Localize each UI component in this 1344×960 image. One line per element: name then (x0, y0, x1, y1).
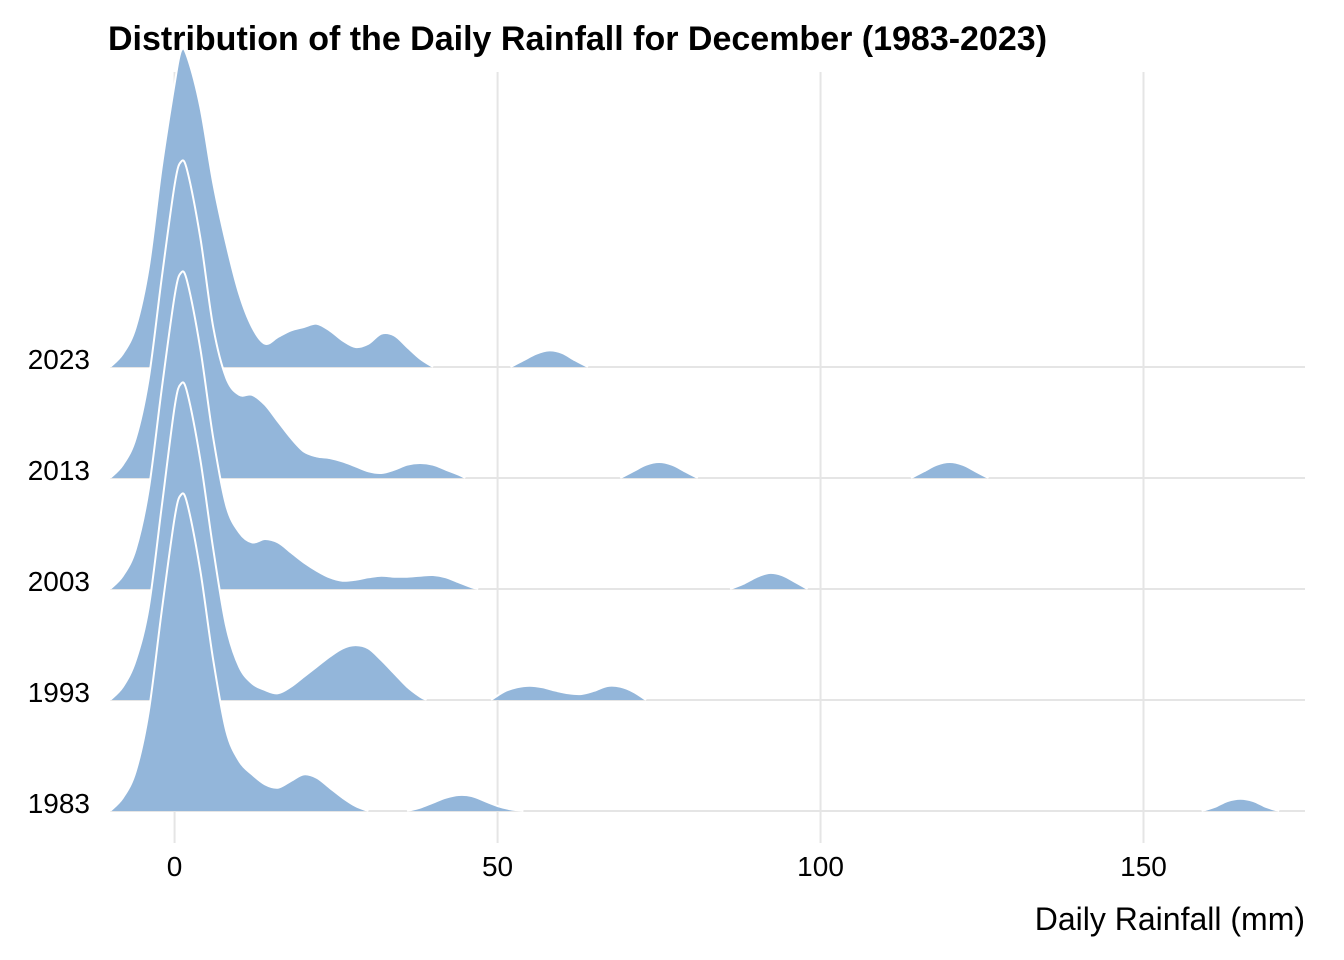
ridge-2023-area-2 (510, 350, 588, 367)
chart-title: Distribution of the Daily Rainfall for D… (108, 20, 1047, 58)
x-axis-title: Daily Rainfall (mm) (1035, 901, 1305, 937)
ridge-2013-outline-1 (109, 159, 466, 479)
ridge-2023-outline-1 (109, 47, 434, 368)
ridge-2013-outline-3 (910, 461, 989, 479)
ridge-1993-outline-2 (490, 684, 647, 701)
ridges (109, 47, 1280, 812)
ridge-2023-outline-2 (510, 349, 589, 368)
ridge-2003-outline-1 (109, 270, 479, 590)
y-tick-label-1993: 1993 (28, 677, 90, 708)
ridge-1983-area-3 (1201, 798, 1280, 811)
x-axis-labels: 0 50 100 150 (167, 851, 1167, 882)
ridge-1983-area-2 (407, 794, 524, 811)
x-tick-label-150: 150 (1120, 851, 1167, 882)
x-tick-label-0: 0 (167, 851, 183, 882)
y-tick-label-2023: 2023 (28, 344, 90, 375)
ridge-1983 (109, 492, 1280, 812)
y-axis-labels: 1983 1993 2003 2013 2023 (28, 344, 90, 819)
ridge-1983-outline-3 (1201, 797, 1280, 812)
ridge-2013-outline-2 (619, 461, 699, 479)
y-tick-label-2003: 2003 (28, 566, 90, 597)
ridge-1983-outline-2 (406, 793, 524, 812)
ridge-2003-outline-2 (729, 571, 809, 590)
ridge-1993-outline-1 (109, 381, 427, 701)
ridge-2013-area-2 (620, 462, 698, 478)
ridge-1983-outline-1 (109, 492, 369, 812)
x-tick-label-100: 100 (797, 851, 844, 882)
ridge-1993-area-2 (491, 685, 647, 700)
ridge-1983-area-1 (110, 493, 369, 811)
y-tick-label-1983: 1983 (28, 788, 90, 819)
x-tick-label-50: 50 (482, 851, 513, 882)
y-tick-label-2013: 2013 (28, 455, 90, 486)
ridge-2003-area-2 (730, 572, 808, 589)
ridge-2013-area-3 (910, 462, 989, 478)
